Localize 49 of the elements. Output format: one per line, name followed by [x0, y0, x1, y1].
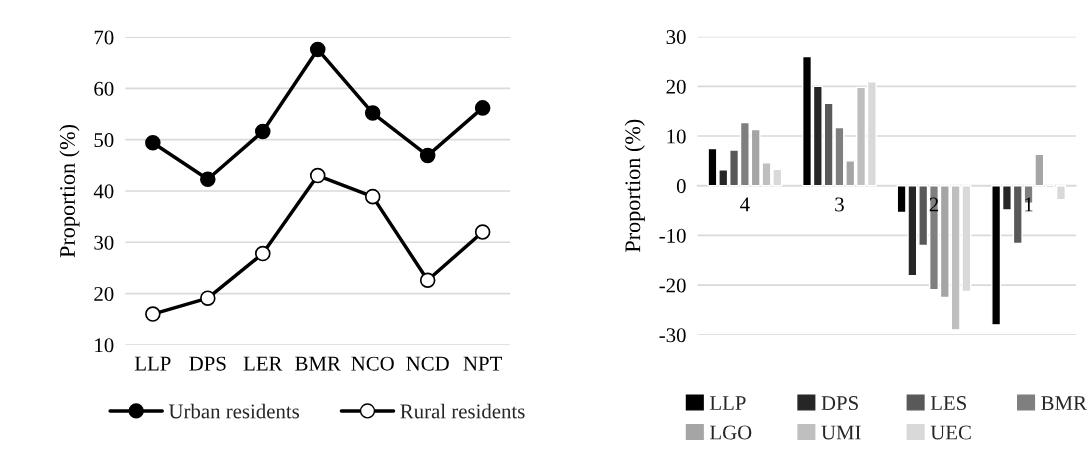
legend-label: LES [930, 396, 966, 411]
x-tick-label: NCO [351, 356, 394, 371]
x-tick-label: 3 [835, 197, 844, 212]
point [419, 147, 436, 164]
point [200, 171, 216, 187]
legend-label: LLP [709, 396, 746, 410]
legend-label: DPS [821, 396, 858, 411]
x-tick-label: 1 [1025, 197, 1033, 212]
point [419, 272, 436, 289]
legend-label: UEC [930, 425, 971, 440]
point [145, 306, 161, 322]
y-tick-label: 70 [94, 30, 114, 45]
legend-label: BMR [1041, 396, 1087, 410]
y-tick-label: 50 [94, 133, 114, 148]
y-tick-label: 30 [666, 30, 686, 45]
x-tick-label: BMR [295, 356, 341, 371]
point [309, 41, 326, 58]
y-tick-label: 20 [94, 286, 114, 302]
y-tick-label: -30 [659, 328, 686, 343]
legend-label: LGO [709, 425, 752, 440]
x-tick-label: LLP [134, 356, 171, 371]
point [309, 167, 326, 184]
y-axis-title: Proportion (%) [59, 124, 80, 258]
point [254, 245, 271, 262]
point [200, 290, 216, 306]
y-axis-title: Proportion (%) [624, 119, 645, 253]
x-tick-label: 4 [740, 197, 750, 212]
point [145, 134, 161, 151]
y-tick-label: 40 [93, 184, 114, 199]
x-tick-label: DPS [189, 356, 226, 371]
y-tick-label: -10 [659, 228, 686, 243]
point [254, 123, 271, 140]
y-tick-label: 0 [676, 179, 686, 194]
legend-label: Rural residents [400, 403, 525, 419]
y-tick-label: 10 [95, 338, 114, 353]
x-tick-label: LER [243, 356, 283, 371]
point [474, 224, 491, 240]
legend-label: UMI [821, 425, 861, 440]
point [364, 188, 381, 205]
y-tick-label: -20 [659, 278, 686, 293]
legend-label: Urban residents [168, 403, 300, 419]
point [364, 105, 381, 121]
x-tick-label: NPT [463, 356, 502, 371]
y-tick-label: 20 [666, 79, 686, 94]
point [474, 100, 491, 116]
y-tick-label: 10 [667, 129, 686, 144]
y-tick-label: 60 [94, 81, 114, 96]
y-tick-label: 30 [94, 235, 114, 250]
x-tick-label: NCD [406, 356, 449, 371]
